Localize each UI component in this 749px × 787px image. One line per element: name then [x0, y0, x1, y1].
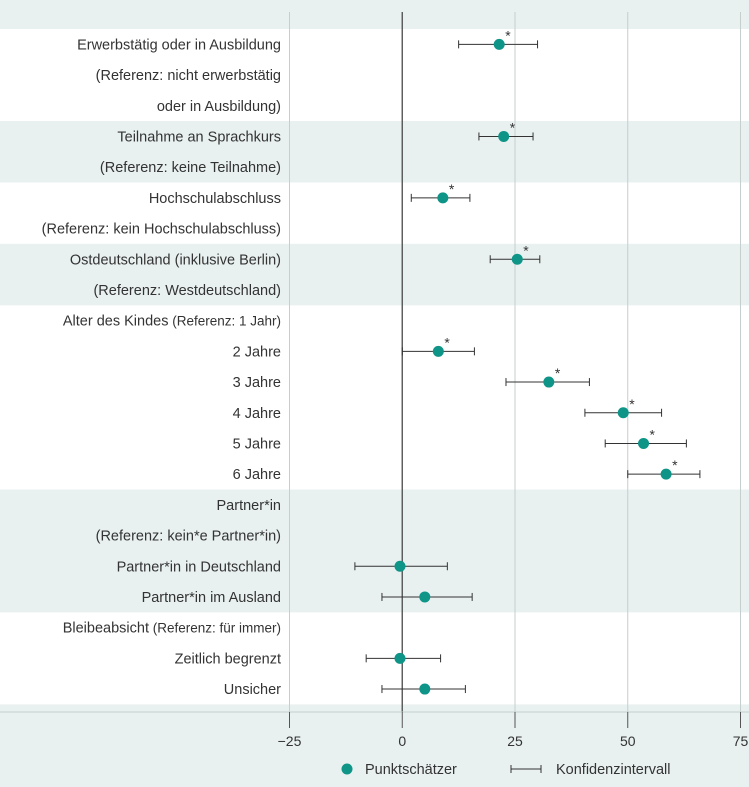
- point-estimate: [394, 652, 406, 664]
- row-label-reference: (Referenz: für immer): [149, 621, 281, 636]
- row-label: Partner*in im Ausland: [142, 590, 281, 606]
- significance-star: *: [505, 27, 511, 43]
- point-estimate: [493, 38, 505, 50]
- point-estimate: [419, 591, 431, 603]
- significance-star: *: [555, 365, 561, 381]
- row-labels: Erwerbstätig oder in Ausbildung (Referenz…: [42, 37, 282, 698]
- row-band: [0, 121, 749, 183]
- point-estimate: [617, 407, 629, 419]
- row-label: 6 Jahre: [233, 467, 281, 483]
- point-estimate: [498, 130, 510, 142]
- row-label: Ostdeutschland (inklusive Berlin): [70, 252, 281, 268]
- x-tick-label: 75: [733, 733, 749, 749]
- row-label: (Referenz: kein*e Partner*in): [96, 529, 281, 545]
- row-label: (Referenz: Westdeutschland): [93, 283, 281, 299]
- significance-star: *: [672, 457, 678, 473]
- significance-star: *: [449, 181, 455, 197]
- point-estimate: [394, 560, 406, 572]
- point-estimate: [511, 253, 523, 265]
- point-estimate: [432, 345, 444, 357]
- row-label: Erwerbstätig oder in Ausbildung: [77, 37, 281, 53]
- row-label: Hochschulabschluss: [149, 191, 281, 207]
- x-tick-label: 0: [398, 733, 406, 749]
- x-axis: −25 0 25 50 75: [0, 711, 749, 749]
- row-label: Partner*in: [217, 498, 281, 514]
- significance-star: *: [629, 396, 635, 412]
- significance-markers: * * * * * * * * *: [444, 27, 678, 473]
- significance-star: *: [650, 426, 656, 442]
- legend-point-label: Punktschätzer: [365, 762, 457, 778]
- point-estimate: [419, 683, 431, 695]
- x-tick-label: 50: [620, 733, 636, 749]
- point-estimates: [394, 38, 672, 695]
- significance-star: *: [510, 119, 516, 135]
- row-band: [0, 29, 749, 122]
- legend: Punktschätzer Konfidenzintervall: [341, 762, 670, 778]
- point-estimate: [638, 437, 650, 449]
- legend-interval-label: Konfidenzintervall: [556, 762, 670, 778]
- row-label: oder in Ausbildung): [157, 99, 281, 115]
- row-label: (Referenz: keine Teilnahme): [100, 160, 281, 176]
- row-label: 2 Jahre: [233, 344, 281, 360]
- row-band: [0, 305, 749, 490]
- row-band: [0, 489, 749, 613]
- row-bands: [0, 29, 749, 705]
- row-label: (Referenz: kein Hochschulabschluss): [42, 222, 281, 238]
- row-label: Alter des Kindes (Referenz: 1 Jahr): [63, 314, 281, 330]
- row-band: [0, 182, 749, 244]
- row-label: Bleibeabsicht (Referenz: für immer): [63, 621, 281, 637]
- row-label: Zeitlich begrenzt: [175, 651, 281, 667]
- row-label-reference: (Referenz: 1 Jahr): [168, 314, 281, 329]
- row-label: 4 Jahre: [233, 406, 281, 422]
- point-estimate: [543, 376, 555, 388]
- row-label: (Referenz: nicht erwerbstätig: [96, 68, 281, 84]
- row-label: 3 Jahre: [233, 375, 281, 391]
- row-label: 5 Jahre: [233, 436, 281, 452]
- row-label: Teilnahme an Sprachkurs: [117, 129, 281, 145]
- point-estimate: [437, 192, 449, 204]
- vertical-gridlines: [289, 12, 741, 712]
- x-tick-label: −25: [278, 733, 302, 749]
- significance-star: *: [444, 334, 450, 350]
- significance-star: *: [523, 242, 529, 258]
- point-estimate: [660, 468, 672, 480]
- row-band: [0, 243, 749, 306]
- x-tick-label: 25: [507, 733, 523, 749]
- legend-point-marker: [341, 763, 353, 775]
- row-label: Partner*in in Deutschland: [117, 559, 281, 575]
- row-label: Unsicher: [224, 682, 281, 698]
